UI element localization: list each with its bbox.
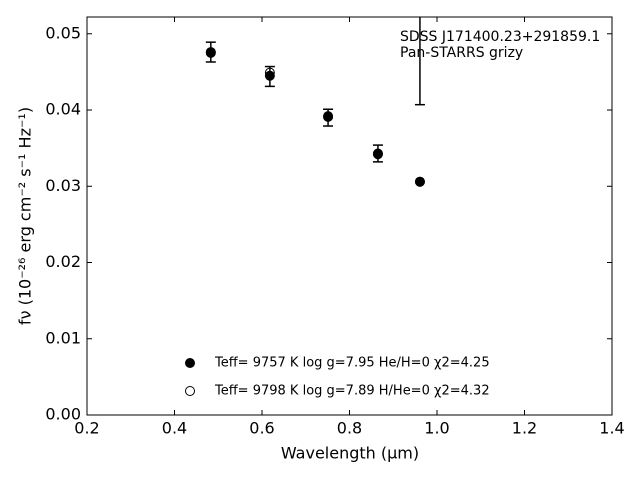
plot-area [205,17,425,187]
annotation: Pan-STARRS grizy [400,45,523,61]
y-tick-label: 0.01 [45,328,81,347]
y-tick-label: 0.04 [45,100,81,119]
x-tick-label: 1.4 [599,419,624,438]
x-tick-label: 1.2 [512,419,537,438]
x-axis-label: Wavelength (μm) [281,444,419,463]
y-tick-label: 0.00 [45,405,81,424]
x-tick-label: 0.6 [249,419,274,438]
x-tick-label: 0.2 [74,419,99,438]
annotation: SDSS J171400.23+291859.1 [400,29,600,45]
y-tick-label: 0.02 [45,252,81,271]
legend-label: Teff= 9798 K log g=7.89 H/He=0 χ2=4.32 [214,384,490,399]
y-tick-label: 0.05 [45,23,81,42]
error-bar [414,17,425,106]
error-bar [264,65,275,88]
x-tick-label: 0.8 [337,419,362,438]
legend-marker [185,358,195,368]
model-point [414,176,425,187]
error-bar [323,108,334,127]
y-axis-label: fν (10⁻²⁶ erg cm⁻² s⁻¹ Hz⁻¹) [16,107,35,325]
x-tick-label: 0.4 [162,419,187,438]
x-tick-label: 1.0 [424,419,449,438]
legend-marker [185,386,195,396]
y-tick-label: 0.03 [45,176,81,195]
error-bar [205,41,216,63]
error-bar [372,144,383,163]
legend-label: Teff= 9757 K log g=7.95 He/H=0 χ2=4.25 [214,356,490,371]
